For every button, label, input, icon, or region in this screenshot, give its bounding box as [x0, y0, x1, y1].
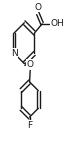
Text: F: F: [27, 121, 32, 130]
Text: OH: OH: [51, 19, 64, 28]
Text: N: N: [11, 49, 17, 58]
Text: O: O: [34, 3, 41, 12]
Text: O: O: [27, 60, 34, 69]
